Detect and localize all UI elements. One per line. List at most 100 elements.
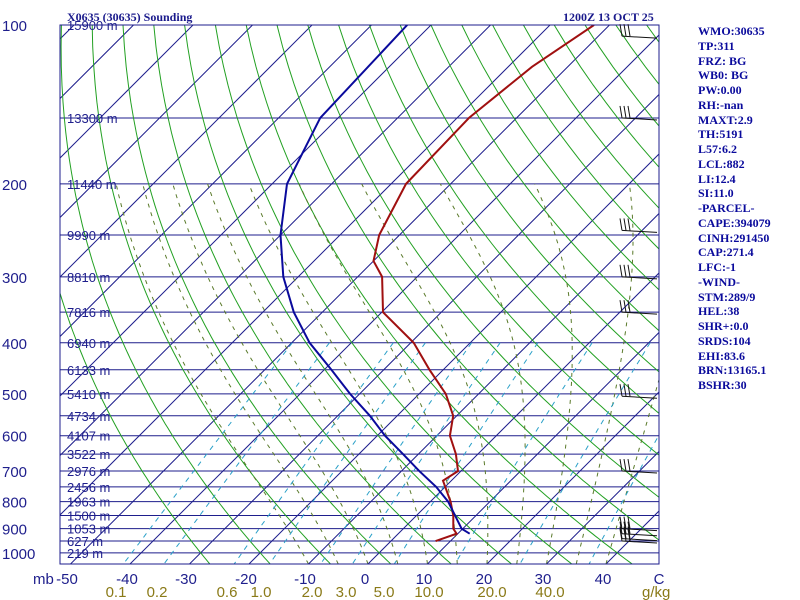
mixing-ratio-tick-label: 40.0 [535,584,564,600]
height-label: 8810 m [67,270,110,285]
height-label: 7816 m [67,305,110,320]
dry-adiabat [368,25,659,414]
index-line: BSHR:30 [698,378,747,392]
mixing-ratio-tick-label: 0.2 [147,584,168,600]
temperature-tick-label: -20 [235,571,257,588]
pressure-tick-label: 800 [2,495,27,512]
mixing-ratio-line [351,342,501,564]
index-line: BRN:13165.1 [698,363,767,378]
height-label: 1500 m [67,509,110,524]
dry-adiabat [307,25,659,498]
mixing-ratio-tick-label: 0.1 [106,584,127,600]
height-label: 3522 m [67,447,110,462]
isotherm-line [367,272,659,564]
mixing-ratio-tick-label: 2.0 [302,584,323,600]
dry-adiabat [338,25,659,456]
index-line: PW:0.00 [698,83,742,97]
wind-barb [619,300,658,315]
isotherm-line [60,25,491,457]
temperature-tick-label: -30 [175,571,197,588]
dry-adiabat [91,25,331,564]
temperature-trace [372,25,595,543]
parcel-trace [279,25,471,535]
height-label: 15900 m [67,18,118,33]
mixing-ratio-line [393,342,539,564]
mixing-ratio-line [454,342,593,564]
wind-barb [619,218,658,233]
index-line: -WIND- [698,274,740,289]
dry-adiabat [184,25,512,564]
dry-adiabat [214,25,573,564]
height-label: 627 m [67,534,103,549]
index-line: LI:12.4 [698,171,736,186]
dry-adiabat [276,25,659,541]
temperature-tick-label: 30 [535,571,552,588]
mixing-ratio-line [320,342,473,564]
diagram-grid [60,25,659,564]
pressure-tick-label: 700 [2,464,27,481]
mixing-ratio-line [233,342,394,564]
wind-barb [619,516,658,532]
index-line: RH:-nan [698,97,744,112]
mixing-ratio-tick-label: 20.0 [477,584,506,600]
dry-adiabat [60,291,211,564]
moist-adiabat [115,183,309,564]
index-line: CINH:291450 [698,230,770,245]
isotherm-line [70,25,610,564]
isotherm-line [60,25,253,219]
isotherm-line [60,25,432,397]
isotherm-line [60,25,313,278]
wind-barb [619,458,658,474]
wind-barb [619,521,658,537]
index-line: MAXT:2.9 [698,112,753,127]
dry-adiabat [245,25,633,564]
isotherm-line [486,391,659,564]
index-line: TH:5191 [698,127,744,142]
moist-adiabat [207,183,399,564]
isotherm-line [60,25,372,338]
moist-adiabat [439,183,526,564]
height-label: 6940 m [67,336,110,351]
height-label: 2456 m [67,480,110,495]
index-line: EHI:83.6 [698,348,746,363]
mixing-ratio-line [519,342,651,564]
height-label: 219 m [67,546,103,561]
index-line: SRDS:104 [698,333,751,348]
temperature-tick-label: 40 [595,571,612,588]
isotherm-line [129,34,659,564]
dry-adiabat [60,25,271,564]
isotherm-line [60,25,194,159]
mixing-ratio-tick-label: 10.0 [414,584,443,600]
mixing-ratio-tick-label: 3.0 [336,584,357,600]
index-line: HEL:38 [698,304,740,319]
temperature-tick-label: 0 [361,571,369,588]
mixing-ratio-line [122,342,293,564]
chart-datetime: 1200Z 13 OCT 25 [563,10,654,24]
temperature-tick-label: 10 [416,571,433,588]
temperature-tick-label: -10 [294,571,316,588]
wind-barb [619,105,658,121]
index-line: -PARCEL- [698,201,755,215]
height-label: 1963 m [67,495,110,510]
height-label: 2976 m [67,464,110,479]
mixing-ratio-line [588,434,659,564]
index-line: TP:311 [698,38,735,53]
pressure-tick-label: 200 [2,177,27,194]
wind-barb [619,264,658,280]
stability-indices: WMO:30635 TP:311 FRZ: BG WB0: BG PW:0.00 RH:-… [698,24,798,393]
moist-adiabat [248,183,428,564]
mixing-ratio-unit-label: g/kg [642,584,670,600]
temperature-tick-label: 20 [476,571,493,588]
moist-adiabat [534,183,573,564]
mixing-ratio-tick-label: 5.0 [374,584,395,600]
moist-adiabat [575,183,634,564]
isotherm-line [60,25,551,516]
wind-barb [619,528,658,544]
index-line: SHR+:0.0 [698,319,749,333]
moist-adiabat [605,377,659,564]
dry-adiabat [430,25,659,332]
chart-title: X0635 (30635) Sounding [67,10,193,24]
mixing-ratio-tick-label: 0.6 [217,584,238,600]
temperature-tick-label: -50 [56,571,78,588]
height-label: 11440 m [67,177,117,192]
